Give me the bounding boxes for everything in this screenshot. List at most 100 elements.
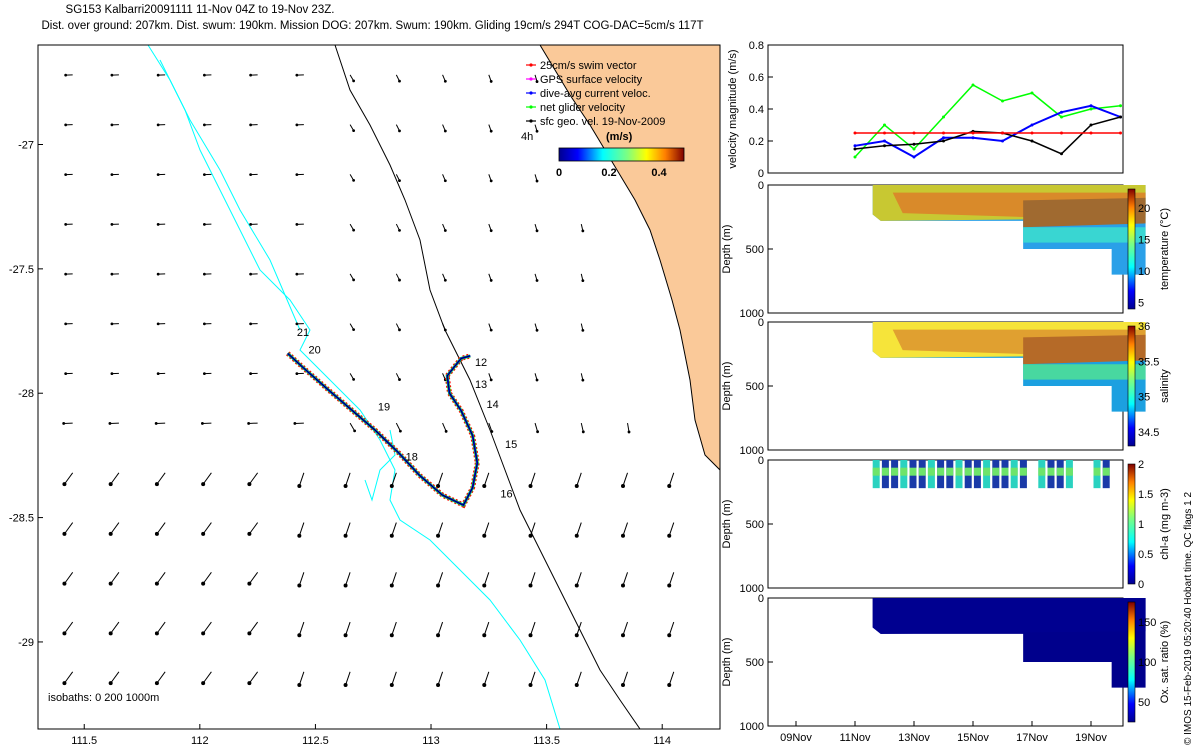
velocity-y-tick-label: 0.8 [749,40,764,52]
velocity-series-point [1060,110,1063,114]
velocity-y-label: velocity magnitude (m/s) [727,49,739,168]
velocity-series-point [1119,131,1122,135]
isobath-note: isobaths: 0 200 1000m [48,692,159,704]
velocity-series-point [1030,123,1034,127]
velocity-arrow [576,522,582,536]
velocity-arrow [627,422,630,433]
velocity-arrow-head [667,633,672,638]
velocity-arrow-head [398,328,401,332]
section-y-tick-label: 1000 [740,583,764,595]
velocity-arrow-head [64,322,68,326]
chart-title-line1: SG153 Kalbarri20091111 11-Nov 04Z to 19-… [65,4,335,16]
velocity-series-point [1089,104,1093,108]
velocity-arrow [248,472,259,485]
velocity-arrow-head [249,272,253,276]
section-y-tick-label: 500 [746,244,764,256]
velocity-arrow [298,671,305,686]
velocity-arrow [110,472,120,485]
velocity-arrow-head [535,229,539,233]
velocity-arrow [622,671,628,686]
velocity-arrow-head [249,222,253,226]
chl-a-max [1056,467,1064,476]
chl-a-max [1065,467,1073,476]
section-y-tick-label: 0 [758,180,764,192]
velocity-arrow-head [156,73,160,77]
velocity-arrow [64,472,74,485]
velocity-series-point [1001,99,1004,103]
velocity-arrow-head [297,633,302,638]
legend-label: net glider velocity [540,102,625,114]
velocity-arrow-head [443,278,447,282]
velocity-arrow-head [64,123,68,127]
velocity-arrow-head [574,683,579,688]
velocity-arrow [202,522,212,535]
velocity-arrow-head [489,129,493,133]
velocity-arrow-head [247,581,252,586]
velocity-arrow-head [249,322,253,326]
chl-a-max [1047,467,1055,476]
velocity-arrow-head [482,583,487,588]
velocity-arrow [110,572,120,584]
velocity-arrow-head [620,484,625,489]
chl-a-max [1019,467,1027,476]
section-colorbar-tick-label: 150 [1138,617,1156,629]
legend-marker [529,119,533,123]
map-y-tick-label: -28.5 [9,513,34,525]
velocity-arrow-head [436,583,441,588]
section-colorbar [1127,463,1136,585]
velocity-arrow [580,422,584,432]
section-y-tick-label: 0 [758,455,764,467]
velocity-arrow-head [343,583,348,588]
velocity-series-point [1030,131,1034,135]
velocity-arrow-head [536,430,539,434]
velocity-arrow [345,472,351,487]
coastline [539,45,720,471]
velocity-arrow-head [443,328,447,332]
velocity-arrow-head [62,581,67,586]
velocity-arrow-head [295,372,299,376]
velocity-arrow [576,472,582,487]
day-label-15: 15 [505,439,517,451]
section-y-tick-label: 1000 [740,308,764,320]
velocity-arrow [298,621,305,636]
section-y-tick-label: 500 [746,657,764,669]
legend-marker [529,91,533,95]
velocity-arrow-head [574,633,579,638]
velocity-arrow [391,472,397,487]
velocity-arrow-head [436,533,441,538]
day-label-18: 18 [406,451,418,463]
chl-a-max [964,467,972,476]
time-x-tick-label: 13Nov [898,732,930,744]
velocity-series-point [971,136,975,140]
velocity-arrow [110,671,120,684]
velocity-arrow-head [156,222,160,226]
track-line [287,353,478,506]
velocity-arrow [437,671,444,686]
chl-a-max [891,467,899,476]
velocity-arrow-head [108,681,113,686]
velocity-arrow-head [201,482,206,487]
velocity-arrow-head [574,583,579,588]
colorbar-title: (m/s) [606,131,633,143]
velocity-arrow-head [620,533,625,538]
velocity-arrow-head [110,322,114,326]
map-x-tick-label: 111.5 [71,735,97,747]
legend-label: GPS surface velocity [540,74,643,86]
velocity-series-line [854,116,1121,155]
velocity-arrow [64,671,74,684]
time-x-tick-label: 09Nov [780,732,812,744]
chl-a-max [937,467,945,476]
velocity-arrow-head [443,179,447,183]
section-y-tick-label: 1000 [740,721,764,733]
velocity-arrow-head [482,683,487,688]
map-y-tick-label: -27 [18,139,34,151]
velocity-arrow-head [62,631,67,636]
velocity-arrow-head [528,533,533,538]
velocity-arrow-head [667,583,672,588]
velocity-arrow [391,671,397,686]
glider-track [286,351,480,509]
velocity-arrow-head [297,533,302,538]
velocity-arrow [349,422,356,432]
